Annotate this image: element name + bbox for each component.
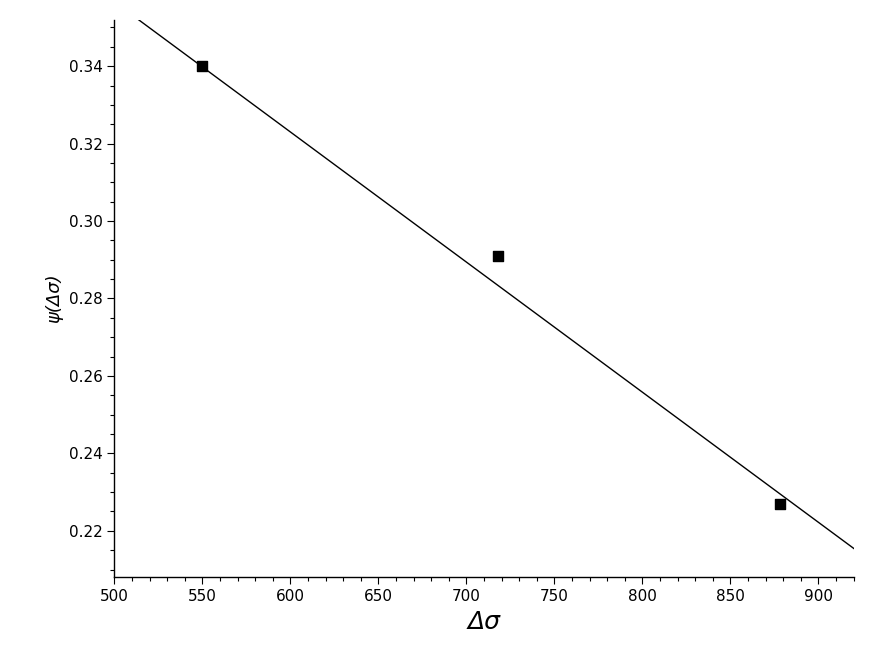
- Y-axis label: ψ(Δσ): ψ(Δσ): [45, 274, 63, 323]
- X-axis label: Δσ: Δσ: [467, 609, 501, 634]
- Point: [773, 499, 787, 509]
- Point: [491, 251, 505, 261]
- Point: [195, 61, 209, 72]
